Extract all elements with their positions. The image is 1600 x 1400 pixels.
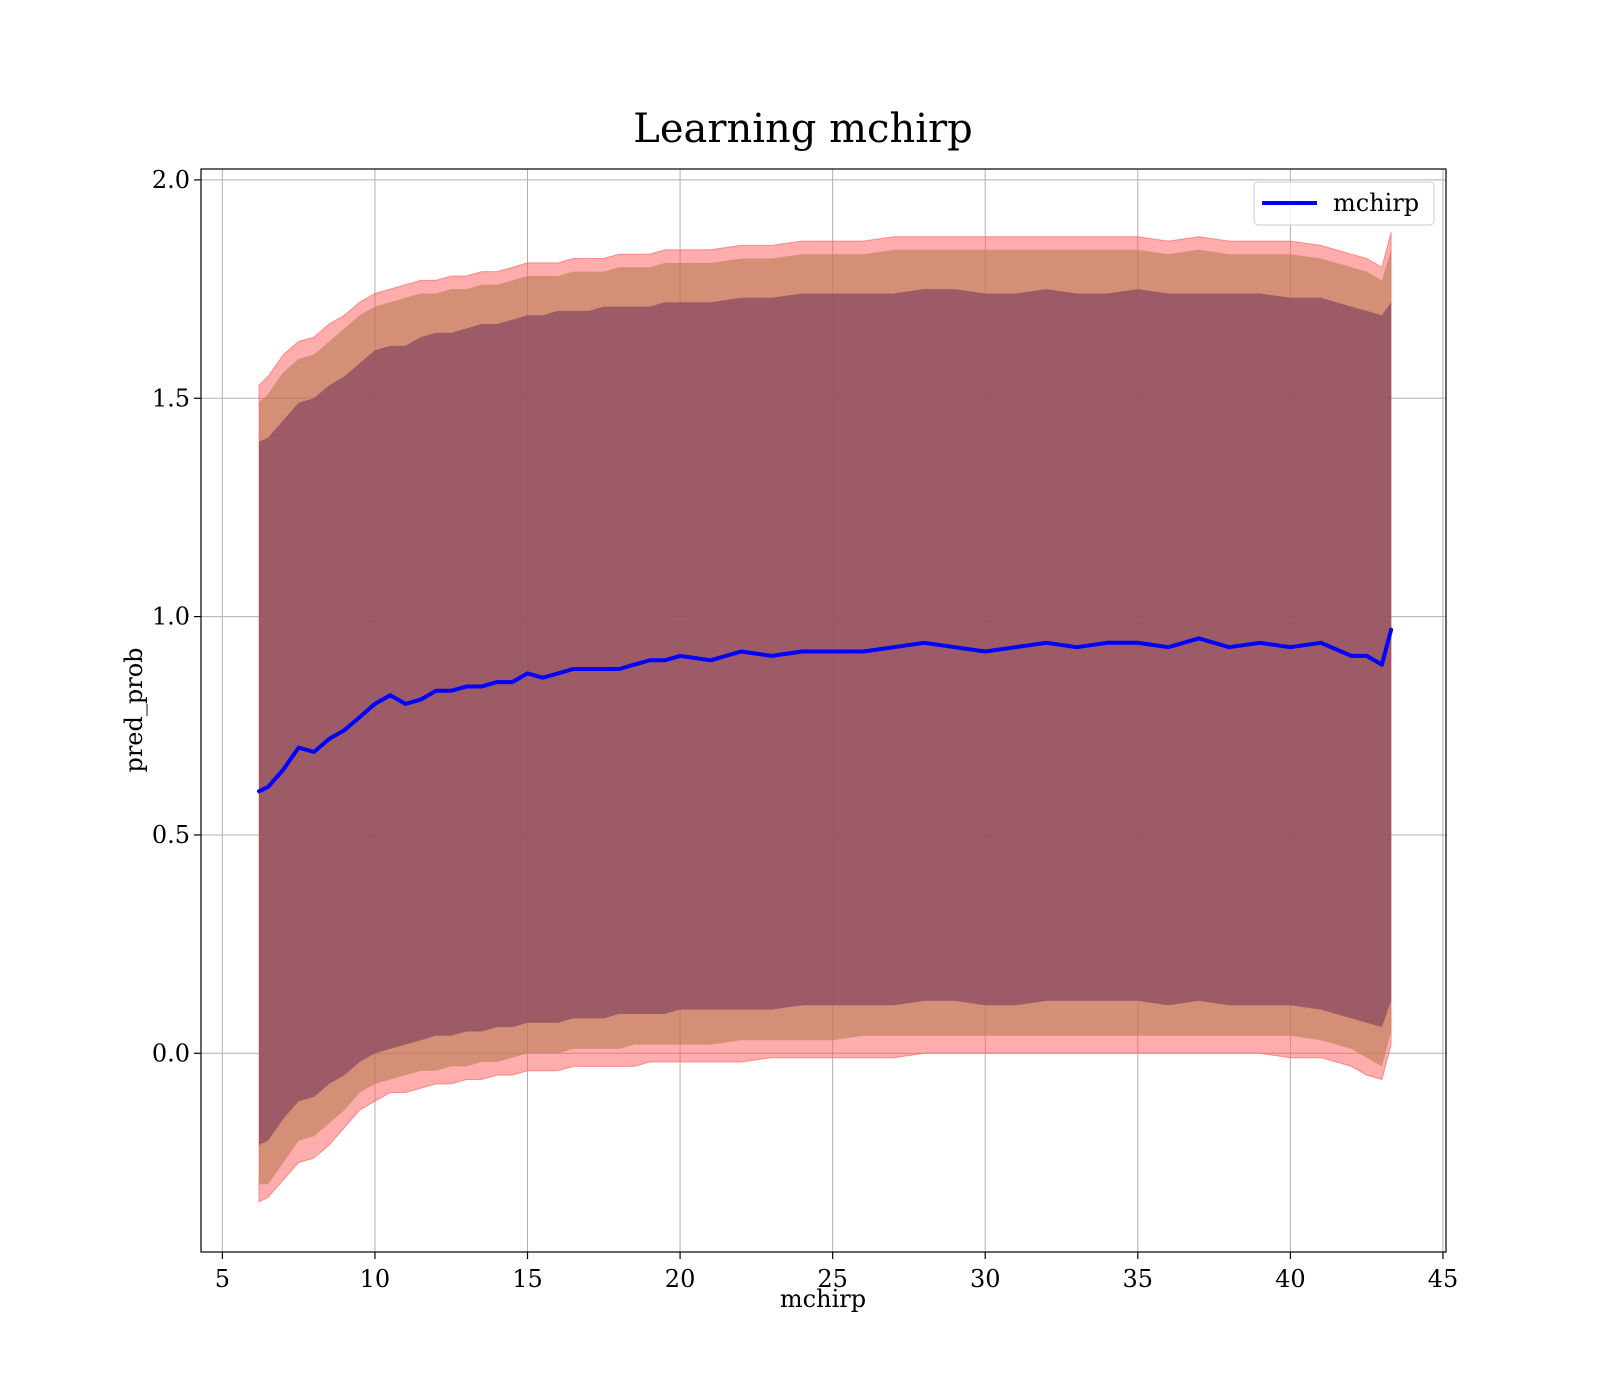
- y-axis-ticks: 0.0 0.5 1.0 1.5 2.0: [152, 166, 201, 1067]
- confidence-bands: [258, 232, 1392, 1203]
- y-tick-label: 0.0: [152, 1039, 190, 1067]
- x-tick-label: 10: [360, 1265, 391, 1293]
- chart-title: Learning mchirp: [633, 106, 972, 152]
- x-tick-label: 15: [512, 1265, 543, 1293]
- x-tick-label: 40: [1275, 1265, 1306, 1293]
- plot-frame: [200, 168, 1447, 1253]
- y-tick-label: 1.0: [152, 603, 190, 631]
- x-tick-label: 30: [970, 1265, 1001, 1293]
- y-tick-label: 2.0: [152, 166, 190, 194]
- x-axis-label: mchirp: [780, 1285, 866, 1313]
- series-lines: [257, 627, 1394, 794]
- series-line-mchirp: [257, 627, 1394, 794]
- x-tick-label: 45: [1428, 1265, 1459, 1293]
- legend: mchirp: [1253, 181, 1435, 226]
- y-tick-label: 1.5: [152, 384, 190, 412]
- y-axis-label: pred_prob: [120, 647, 148, 772]
- inner-band: [259, 289, 1392, 1146]
- legend-box: [1253, 181, 1435, 226]
- y-tick-label: 0.5: [152, 821, 190, 849]
- x-tick-label: 35: [1123, 1265, 1154, 1293]
- legend-entry-mchirp: mchirp: [1333, 189, 1419, 217]
- x-axis-ticks: 5 10 15 20 25 30 35 40 45: [215, 1252, 1459, 1293]
- x-tick-label: 20: [665, 1265, 696, 1293]
- x-tick-label: 25: [817, 1265, 848, 1293]
- x-tick-label: 5: [215, 1265, 230, 1293]
